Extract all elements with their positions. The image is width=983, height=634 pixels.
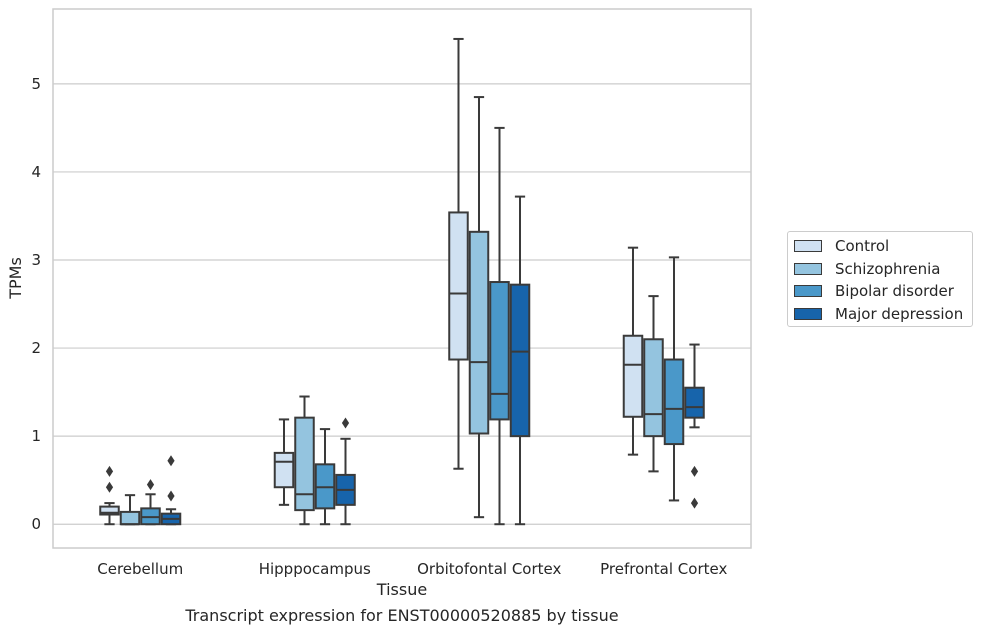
figure-caption: Transcript expression for ENST0000052088… [185, 606, 619, 625]
legend-label: Major depression [835, 304, 964, 323]
outlier-point [105, 465, 114, 477]
x-axis-label: Tissue [376, 580, 427, 599]
box-body [509, 283, 531, 438]
box-2-2 [489, 126, 510, 526]
box-body [622, 334, 644, 418]
x-axis-ticks: Cerebellum Hipppocampus Orbitofontal Corte… [97, 560, 727, 578]
box-body [273, 451, 295, 489]
legend-swatch [794, 240, 822, 252]
legend-label: Bipolar disorder [835, 282, 954, 300]
legend-swatch [794, 307, 822, 320]
legend-item: Control [794, 235, 889, 257]
outlier-point [690, 465, 699, 477]
outlier-point [690, 497, 699, 509]
x-tick-label: Hipppocampus [259, 560, 371, 578]
box-body [119, 510, 141, 526]
y-tick-label: 5 [31, 75, 41, 93]
box-0-0 [99, 465, 120, 526]
box-1-0 [273, 418, 295, 506]
box-2-3 [509, 195, 531, 526]
outlier-point [341, 417, 350, 429]
outlier-point [167, 455, 175, 467]
legend-item: Bipolar disorder [794, 280, 954, 302]
box-body [643, 338, 664, 438]
legend-item: Major depression [794, 303, 963, 325]
box-body [448, 211, 469, 361]
y-tick-label: 1 [31, 427, 41, 445]
box-3-3 [684, 343, 705, 509]
box-body [294, 416, 315, 512]
box-body [99, 505, 120, 516]
box-body [468, 230, 490, 435]
x-tick-label: Cerebellum [97, 560, 183, 578]
legend: Control Schizophrenia Bipolar disorder Majo… [787, 231, 973, 327]
box-body [489, 281, 510, 421]
legend-item: Schizophrenia [794, 258, 940, 280]
box-1-3 [335, 417, 356, 526]
box-3-0 [622, 246, 644, 456]
box-2-0 [448, 37, 469, 470]
y-axis-label: TPMs [6, 257, 25, 300]
y-tick-label: 2 [31, 339, 41, 357]
outlier-point [146, 479, 155, 491]
outlier-point [105, 481, 114, 493]
x-tick-label: Orbitofontal Cortex [417, 560, 561, 578]
box-1-2 [314, 428, 336, 526]
box-body [684, 386, 705, 419]
box-0-2 [140, 479, 161, 526]
box-0-1 [119, 494, 141, 526]
y-tick-label: 3 [31, 251, 41, 269]
legend-swatch [794, 262, 822, 275]
y-axis-ticks: 0 1 2 3 4 5 [31, 75, 41, 533]
box-3-2 [663, 256, 685, 502]
box-body [663, 358, 685, 446]
gridlines [53, 83, 751, 525]
legend-label: Control [835, 237, 890, 255]
box-0-3 [160, 455, 182, 526]
outlier-point [167, 490, 175, 502]
box-3-1 [643, 295, 664, 473]
y-tick-label: 0 [31, 515, 41, 533]
plot-frame [52, 8, 752, 549]
legend-swatch [794, 285, 822, 297]
x-tick-label: Prefrontal Cortex [600, 560, 727, 578]
box-2-1 [468, 96, 490, 519]
box-1-1 [294, 395, 315, 526]
legend-label: Schizophrenia [835, 259, 941, 278]
y-tick-label: 4 [31, 163, 41, 181]
box-groups [99, 37, 705, 526]
